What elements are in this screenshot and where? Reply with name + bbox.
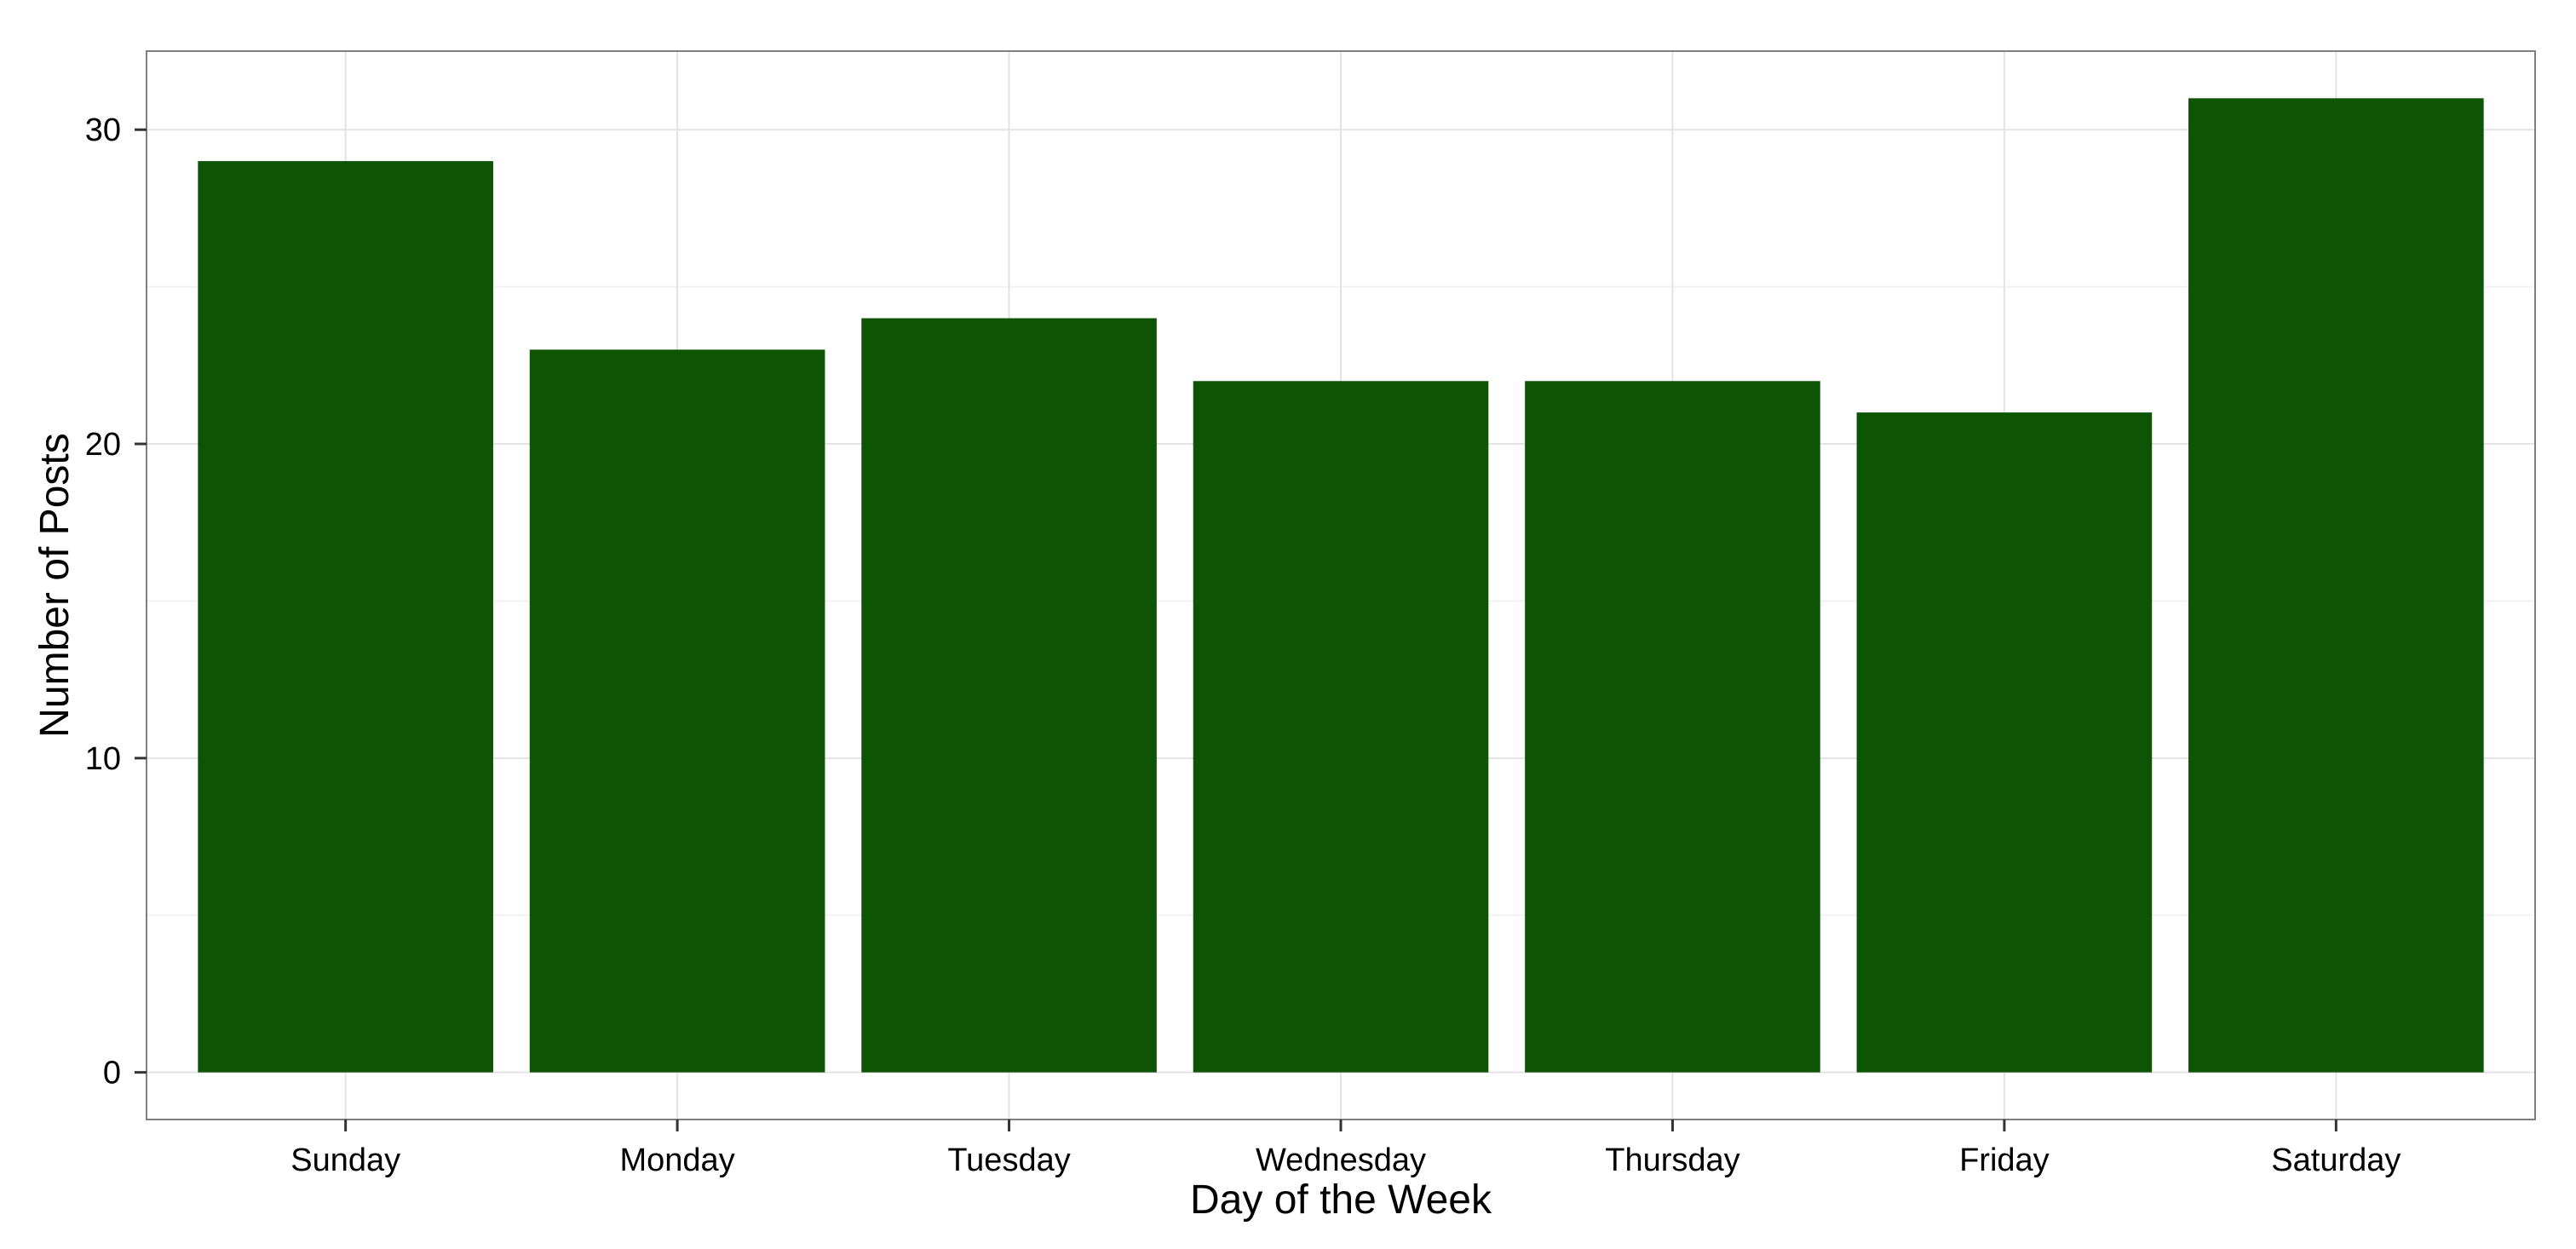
x-tick-label-monday: Monday bbox=[620, 1143, 735, 1178]
bar-sunday bbox=[198, 161, 493, 1073]
x-tick-label-thursday: Thursday bbox=[1605, 1143, 1739, 1178]
bar-monday bbox=[529, 349, 825, 1073]
y-tick-label: 10 bbox=[85, 741, 121, 777]
x-tick-label-saturday: Saturday bbox=[2271, 1143, 2401, 1178]
x-axis-title: Day of the Week bbox=[1190, 1177, 1492, 1223]
y-tick-label: 0 bbox=[103, 1056, 121, 1091]
y-tick-label: 20 bbox=[85, 427, 121, 463]
x-tick-label-friday: Friday bbox=[1959, 1143, 2050, 1178]
x-tick-label-tuesday: Tuesday bbox=[947, 1143, 1070, 1178]
bar-saturday bbox=[2188, 98, 2484, 1073]
y-axis-title: Number of Posts bbox=[32, 433, 78, 737]
x-tick-label-sunday: Sunday bbox=[290, 1143, 400, 1178]
y-tick-label: 30 bbox=[85, 112, 121, 148]
x-tick-label-wednesday: Wednesday bbox=[1256, 1143, 1426, 1178]
bar-wednesday bbox=[1193, 381, 1489, 1073]
x-axis: Sunday Monday Tuesday Wednesday Thursday Frid… bbox=[290, 1119, 2401, 1178]
bar-tuesday bbox=[861, 318, 1157, 1073]
bars bbox=[198, 98, 2484, 1073]
bar-friday bbox=[1856, 412, 2153, 1073]
y-axis: 0 10 20 30 bbox=[85, 112, 147, 1091]
bar-thursday bbox=[1525, 381, 1820, 1073]
